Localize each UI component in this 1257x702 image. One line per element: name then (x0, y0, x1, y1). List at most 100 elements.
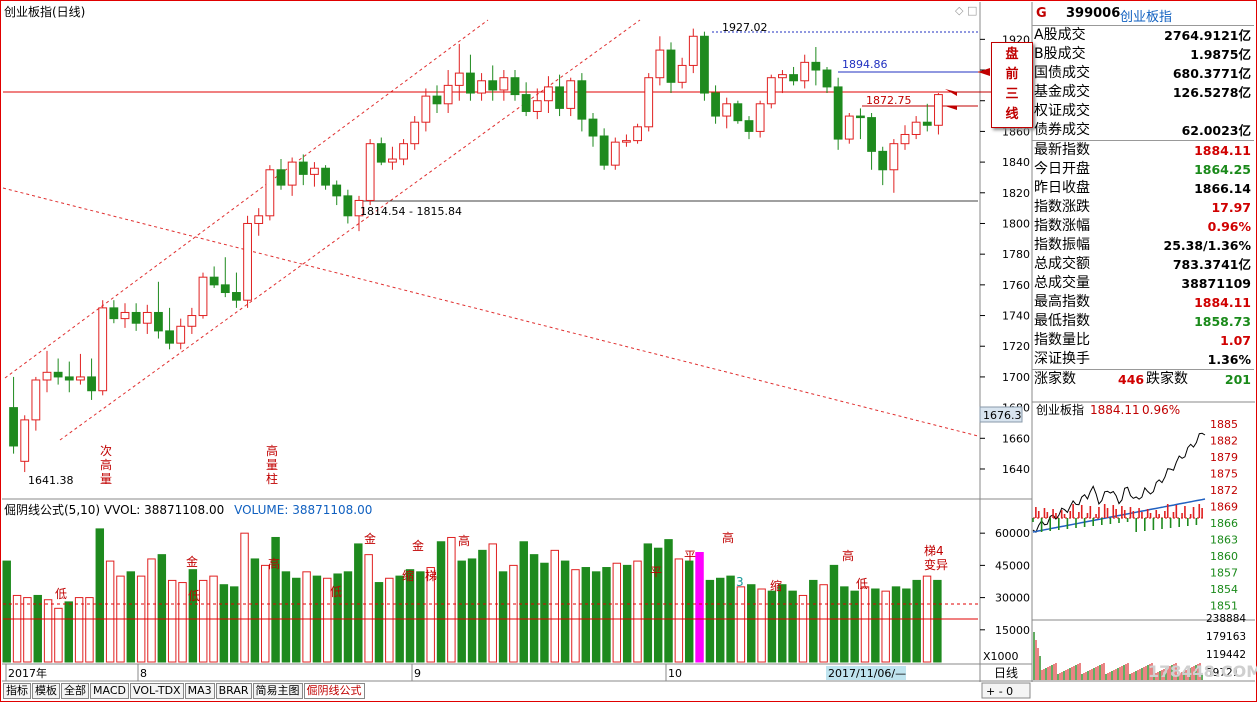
candle-body (867, 117, 876, 152)
turnover-row: 国债成交 680.3771亿 (1032, 64, 1254, 83)
tab-2[interactable]: 全部 (61, 683, 89, 699)
candle-body (64, 376, 74, 381)
price-tick-label: 1780 (1002, 248, 1030, 261)
tab-0[interactable]: 指标 (3, 683, 31, 699)
candle-body (321, 167, 330, 186)
volume-annotation: 低 (55, 587, 67, 601)
candle-body (700, 35, 709, 94)
candle-body (521, 94, 531, 112)
index-stat-value: 17.97 (1211, 200, 1251, 215)
volume-bar (12, 594, 22, 663)
tab-1[interactable]: 模板 (32, 683, 60, 699)
main-annotation: 高 (266, 443, 278, 458)
volume-bar (354, 543, 363, 663)
candle-body (310, 167, 319, 175)
period-label: 日线 (994, 666, 1018, 680)
mini-title: 创业板指 (1036, 402, 1084, 417)
watermark: 178448.COM (1148, 662, 1257, 681)
quote-header: G 399006 创业板指 (1032, 3, 1254, 25)
mini-tick-label: 1869 (1210, 501, 1238, 514)
volume-bar (798, 594, 808, 663)
volume-bar (757, 588, 766, 663)
mini-vol-tick: 179163 (1206, 631, 1246, 643)
volume-bar (436, 541, 446, 663)
volume-bar (64, 601, 73, 663)
volume-bar (250, 558, 260, 663)
index-stat-value: 38871109 (1181, 276, 1251, 291)
main-annotation: 高 (100, 457, 112, 472)
volume-bar (881, 590, 890, 663)
mini-vol-tick: 238884 (1206, 613, 1246, 625)
volume-bar (447, 536, 456, 663)
volume-annotation: 高 (842, 548, 854, 563)
volume-bar (74, 597, 84, 663)
index-stat-row: 最高指数 1884.11 (1032, 293, 1254, 312)
index-stat-value: 783.3741亿 (1172, 257, 1251, 272)
quote-name: 创业板指 (1120, 10, 1173, 25)
mini-tick-label: 1857 (1210, 567, 1238, 580)
tab-5[interactable]: MA3 (184, 683, 215, 699)
volume-bar (643, 543, 653, 663)
tab-6[interactable]: BRAR (215, 683, 252, 699)
mini-vol-tick: 59721 (1206, 667, 1239, 679)
volume-bar (95, 528, 105, 663)
turnover-value: 62.0023亿 (1181, 123, 1251, 138)
arrow-2 (945, 89, 957, 96)
candle-body (131, 311, 141, 324)
candle-body (298, 161, 308, 175)
mini-tick-label: 1875 (1210, 468, 1238, 481)
volume-bar (912, 579, 921, 663)
candle-body (499, 77, 509, 91)
volume-annotation: 低 (856, 577, 868, 591)
tab-8[interactable]: 倔阴线公式 (303, 683, 365, 699)
volume-bar (2, 560, 11, 663)
candle-body (811, 61, 821, 71)
volume-bar (788, 590, 797, 663)
tab-7[interactable]: 简易主图 (252, 683, 303, 699)
candle-body (265, 169, 275, 217)
index-stat-row: 指数量比 1.07 (1032, 331, 1254, 350)
volume-bar (126, 571, 136, 663)
volume-bar (229, 586, 239, 663)
index-stat-label: 总成交额 (1034, 256, 1090, 272)
index-stat-value: 1.36% (1207, 352, 1251, 367)
candle-body (87, 376, 96, 392)
x-axis-label: 2017年 (8, 666, 47, 680)
volume-bar (767, 590, 777, 663)
turnover-row: A股成交 2764.9121亿 (1032, 26, 1254, 45)
label-high: 1927.02 (722, 21, 768, 34)
candle-body (399, 143, 408, 160)
index-stat-label: 最高指数 (1034, 294, 1090, 310)
index-stat-row: 总成交量 38871109 (1032, 274, 1254, 293)
tab-4[interactable]: VOL-TDX (129, 683, 184, 699)
volume-bar (198, 579, 208, 663)
candle-body (644, 77, 654, 128)
mini-vol-tick: 119442 (1206, 649, 1246, 661)
tab-3[interactable]: MACD (90, 683, 129, 699)
volume-annotation: 缩 (770, 578, 782, 593)
candle-body (176, 325, 186, 344)
volume-annotation: 高 (458, 533, 470, 548)
volume-bar (736, 586, 746, 663)
candle-body (878, 150, 888, 171)
candle-body (789, 74, 798, 82)
volume-bar (478, 549, 487, 663)
turnover-row: B股成交 1.9875亿 (1032, 45, 1254, 64)
candle-body (666, 49, 676, 83)
candle-body (688, 35, 698, 66)
candle-body (833, 86, 843, 140)
volume-bar (54, 607, 63, 663)
candle-body (856, 115, 865, 119)
volume-bar (147, 558, 156, 663)
mini-tick-label: 1872 (1210, 484, 1238, 497)
candle-body (711, 92, 720, 117)
price-tick-label: 1700 (1002, 371, 1030, 384)
candle-body (610, 141, 620, 166)
quote-info-panel: G 399006 创业板指 A股成交 2764.9121亿 B股成交 1.9875亿国… (1032, 3, 1254, 389)
volume-bar (850, 590, 859, 663)
advance-decline-row: 涨家数 446 跌家数 201 (1032, 369, 1254, 389)
note-text: 盘前三线 (1005, 47, 1019, 122)
quote-marker: G (1036, 6, 1047, 21)
turnover-row: 债券成交 62.0023亿 (1032, 121, 1254, 140)
